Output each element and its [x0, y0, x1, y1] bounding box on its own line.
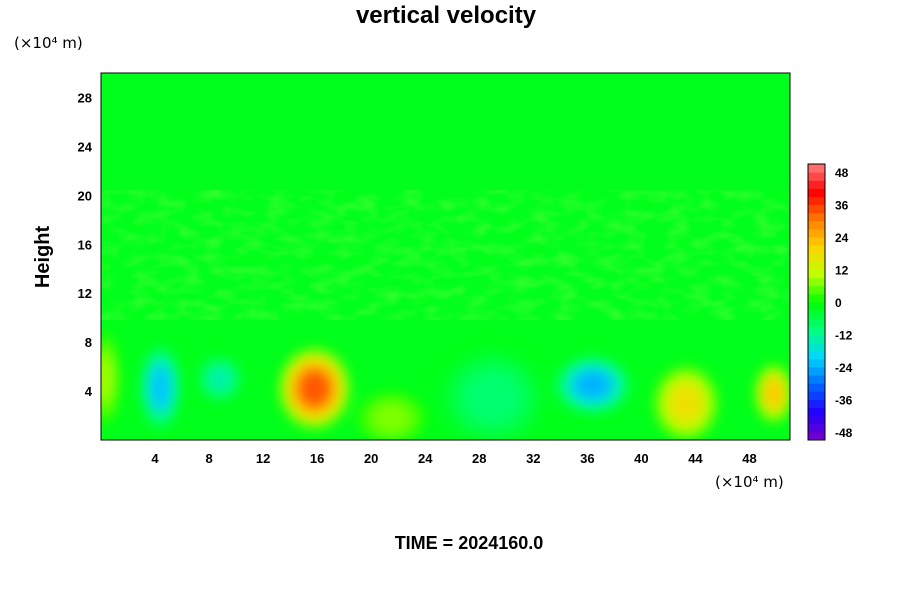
plot-frame [100, 72, 791, 441]
y-tick-label: 12 [78, 286, 92, 301]
colorbar-swatch [808, 204, 825, 214]
colorbar-tick-label: -48 [835, 426, 853, 440]
plot-texture [101, 190, 790, 320]
colorbar-swatch [808, 415, 825, 425]
colorbar-swatch [808, 383, 825, 392]
colorbar-swatch [808, 342, 825, 352]
colorbar-swatch [808, 237, 825, 246]
y-axis-ticks: 4 8 12 16 20 24 28 [78, 90, 93, 399]
colorbar-swatch [808, 407, 825, 417]
contour-blob [101, 357, 112, 401]
colorbar-swatch [808, 212, 825, 222]
x-tick-label: 36 [580, 451, 594, 466]
colorbar-tick-label: -12 [835, 328, 853, 342]
x-tick-label: 16 [310, 451, 324, 466]
colorbar-swatch [808, 358, 825, 368]
colorbar-swatch [808, 196, 825, 206]
x-tick-label: 20 [364, 451, 378, 466]
y-tick-label: 16 [78, 237, 92, 252]
colorbar-swatch [808, 375, 825, 384]
colorbar-swatch [808, 228, 825, 238]
x-tick-label: 48 [742, 451, 756, 466]
x-tick-label: 32 [526, 451, 540, 466]
x-axis-ticks: 4 8 12 16 20 24 28 32 36 40 44 48 [151, 451, 756, 466]
colorbar-swatch [808, 180, 825, 189]
colorbar-swatch [808, 391, 825, 400]
colorbar-swatch [808, 277, 825, 287]
y-tick-label: 20 [78, 188, 92, 203]
x-tick-label: 8 [205, 451, 212, 466]
colorbar-swatch [808, 253, 825, 262]
colorbar-swatch [808, 220, 825, 230]
colorbar-swatch [808, 326, 825, 335]
colorbar-swatch [808, 350, 825, 360]
colorbar-swatch [808, 366, 825, 376]
colorbar-swatch [808, 431, 825, 441]
contour-blob [765, 380, 783, 407]
colorbar-swatch [808, 269, 825, 279]
colorbar-swatch [808, 261, 825, 271]
contour-blob [298, 370, 331, 407]
contour-blob [575, 371, 611, 399]
colorbar-swatch [808, 334, 825, 344]
colorbar-swatch [808, 245, 825, 254]
colorbar-tick-label: 0 [835, 296, 842, 310]
colorbar-swatch [808, 399, 825, 409]
colorbar-tick-label: -36 [835, 393, 853, 407]
colorbar-tick-label: 48 [835, 166, 849, 180]
chart-title: vertical velocity [356, 2, 537, 29]
colorbar-tick-label: 12 [835, 264, 849, 278]
x-tick-label: 4 [151, 451, 159, 466]
colorbar-swatch [808, 310, 825, 319]
y-tick-label: 24 [78, 139, 93, 154]
time-label: TIME = 2024160.0 [395, 533, 544, 553]
colorbar-tick-label: 24 [835, 231, 849, 245]
contour-blob [465, 372, 520, 422]
colorbar-tick-label: 36 [835, 199, 849, 213]
colorbar-swatch [808, 188, 825, 197]
x-tick-label: 40 [634, 451, 648, 466]
y-tick-label: 28 [78, 90, 92, 105]
x-axis-unit: (×10⁴ m) [715, 473, 784, 491]
x-tick-label: 24 [418, 451, 433, 466]
x-tick-label: 12 [256, 451, 270, 466]
x-tick-label: 44 [688, 451, 703, 466]
colorbar-swatch [808, 318, 825, 327]
colorbar-tick-label: -24 [835, 361, 853, 375]
contour-blob [375, 405, 408, 431]
colorbar-swatch [808, 302, 825, 311]
y-tick-label: 8 [85, 335, 92, 350]
contour-blob [671, 386, 701, 421]
colorbar-swatch [808, 293, 825, 303]
y-axis-label: Height [32, 226, 54, 289]
colorbar: 48 36 24 12 0 -12 -24 -36 -48 [807, 163, 853, 441]
x-tick-label: 28 [472, 451, 486, 466]
colorbar-swatch [808, 423, 825, 433]
contour-blob [150, 367, 170, 407]
colorbar-swatch [808, 172, 825, 181]
contour-blob [209, 367, 231, 390]
y-tick-label: 4 [85, 384, 93, 399]
y-axis-unit: (×10⁴ m) [14, 34, 83, 52]
colorbar-swatch [808, 164, 825, 173]
colorbar-frame [807, 163, 826, 441]
colorbar-swatch [808, 285, 825, 295]
contour-features [101, 331, 790, 440]
